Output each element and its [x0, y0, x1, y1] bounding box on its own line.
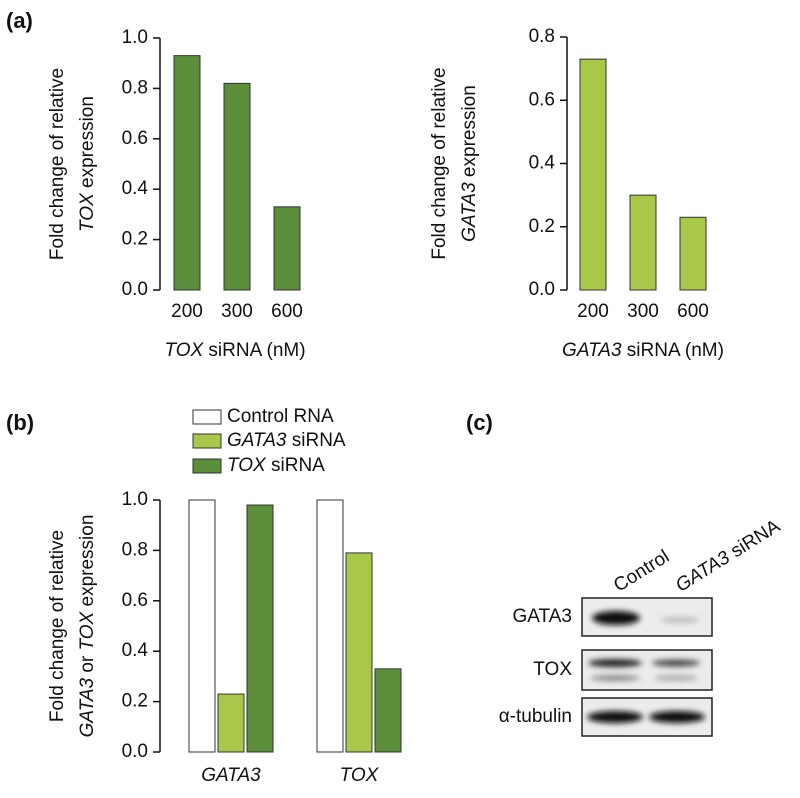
panel-label: (c)	[466, 410, 493, 435]
text-part: Control	[610, 546, 673, 596]
bar	[273, 206, 301, 291]
text-part: siRNA	[723, 516, 785, 565]
y-tick-label: 0.0	[122, 741, 148, 762]
lane-label: GATA3 siRNA	[672, 516, 784, 597]
y-tick-label: 0.2	[529, 216, 555, 237]
y-tick-label: 0.8	[529, 26, 555, 47]
y-axis-label: Fold change of relative	[47, 68, 68, 260]
bar	[579, 58, 607, 291]
y-tick-label: 0.4	[122, 178, 149, 199]
text-part: GATA3	[227, 430, 287, 451]
y-tick-label: 0.8	[122, 539, 148, 560]
x-tick-label: 600	[677, 301, 709, 322]
legend-swatch	[192, 409, 222, 425]
x-axis-label: GATA3 siRNA (nM)	[562, 340, 724, 361]
y-tick-label: 0.2	[122, 229, 148, 250]
x-axis-label: TOX siRNA (nM)	[164, 340, 305, 361]
row-label: TOX	[533, 659, 572, 680]
text-part: Fold change of relative	[47, 530, 68, 722]
bar	[217, 693, 245, 753]
text-part: GATA3	[562, 340, 622, 361]
band	[652, 659, 700, 667]
bar	[246, 504, 274, 753]
text-part: expression	[77, 515, 98, 612]
x-tick-label: 200	[577, 301, 609, 322]
bar	[679, 216, 707, 291]
row-label: GATA3	[513, 606, 572, 627]
text-part: TOX	[77, 610, 98, 650]
band	[649, 711, 705, 723]
legend-swatch	[192, 458, 222, 474]
text-part: or	[77, 650, 98, 677]
band	[660, 617, 700, 623]
text-part: expression	[77, 96, 98, 193]
bar	[188, 499, 216, 753]
y-tick-label: 0.0	[122, 279, 148, 300]
bar	[629, 194, 657, 291]
legend-label: Control RNA	[227, 406, 334, 427]
x-tick-label: GATA3	[201, 765, 261, 786]
y-tick-label: 0.4	[122, 640, 149, 661]
y-tick-label: 0.6	[122, 590, 148, 611]
x-tick-label: 300	[221, 301, 253, 322]
band	[590, 675, 640, 681]
text-part: siRNA (nM)	[203, 340, 305, 361]
text-part: GATA3	[672, 547, 734, 597]
x-tick-label: 300	[627, 301, 659, 322]
text-part: siRNA	[266, 455, 325, 476]
bar	[173, 55, 201, 291]
band	[587, 711, 643, 723]
row-label: α-tubulin	[499, 706, 572, 727]
x-tick-label: TOX	[340, 765, 380, 786]
legend-label: GATA3 siRNA	[227, 430, 346, 451]
y-axis-label: GATA3 or TOX expression	[77, 515, 98, 738]
text-part: TOX	[77, 192, 98, 232]
y-axis-label: TOX expression	[77, 96, 98, 232]
band	[654, 675, 698, 681]
text-part: TOX	[164, 340, 204, 361]
blot-box	[581, 649, 713, 691]
y-axis-label: Fold change of relative	[47, 530, 68, 722]
text-part: Fold change of relative	[429, 67, 450, 259]
band	[588, 659, 642, 667]
text-part: GATA3	[77, 678, 98, 738]
y-tick-label: 1.0	[122, 489, 148, 510]
text-part: GATA3	[459, 182, 480, 242]
y-tick-label: 0.2	[122, 691, 148, 712]
y-axis-label: Fold change of relative	[429, 67, 450, 259]
lane-label: Control	[610, 546, 673, 596]
x-tick-label: 600	[271, 301, 303, 322]
bar	[316, 499, 344, 753]
y-tick-label: 0.0	[529, 279, 555, 300]
band	[592, 611, 640, 625]
legend-label: TOX siRNA	[227, 455, 325, 476]
text-part: Fold change of relative	[47, 68, 68, 260]
text-part: Control RNA	[227, 406, 334, 427]
text-part: TOX	[227, 455, 267, 476]
text-part: siRNA	[286, 430, 345, 451]
blot	[581, 597, 713, 737]
x-tick-label: 200	[171, 301, 203, 322]
text-part: siRNA (nM)	[622, 340, 724, 361]
legend-swatch	[192, 433, 222, 449]
panel-label: (a)	[6, 8, 33, 33]
text-part: expression	[459, 85, 480, 182]
y-axis-label: GATA3 expression	[459, 85, 480, 242]
panel-label: (b)	[6, 410, 34, 435]
y-tick-label: 0.4	[529, 153, 556, 174]
y-tick-label: 1.0	[122, 27, 148, 48]
bar	[345, 552, 373, 753]
bar	[223, 82, 251, 291]
y-tick-label: 0.6	[122, 128, 148, 149]
bar	[374, 668, 402, 753]
y-tick-label: 0.8	[122, 77, 148, 98]
y-tick-label: 0.6	[529, 89, 555, 110]
